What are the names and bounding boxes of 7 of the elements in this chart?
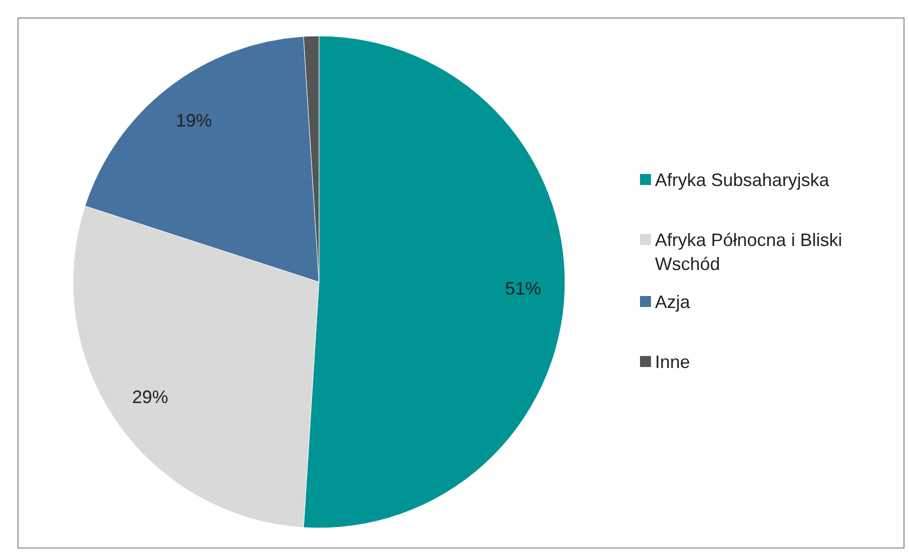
data-label: 19% [176, 110, 212, 131]
legend-label: Inne [655, 352, 690, 372]
data-label: 29% [132, 386, 168, 407]
legend-label: Azja [655, 292, 692, 312]
legend-label: Afryka Północna i Bliski Wschód [655, 230, 842, 274]
data-label: 51% [505, 278, 542, 298]
legend-label: Afryka Subsaharyjska [655, 170, 830, 190]
